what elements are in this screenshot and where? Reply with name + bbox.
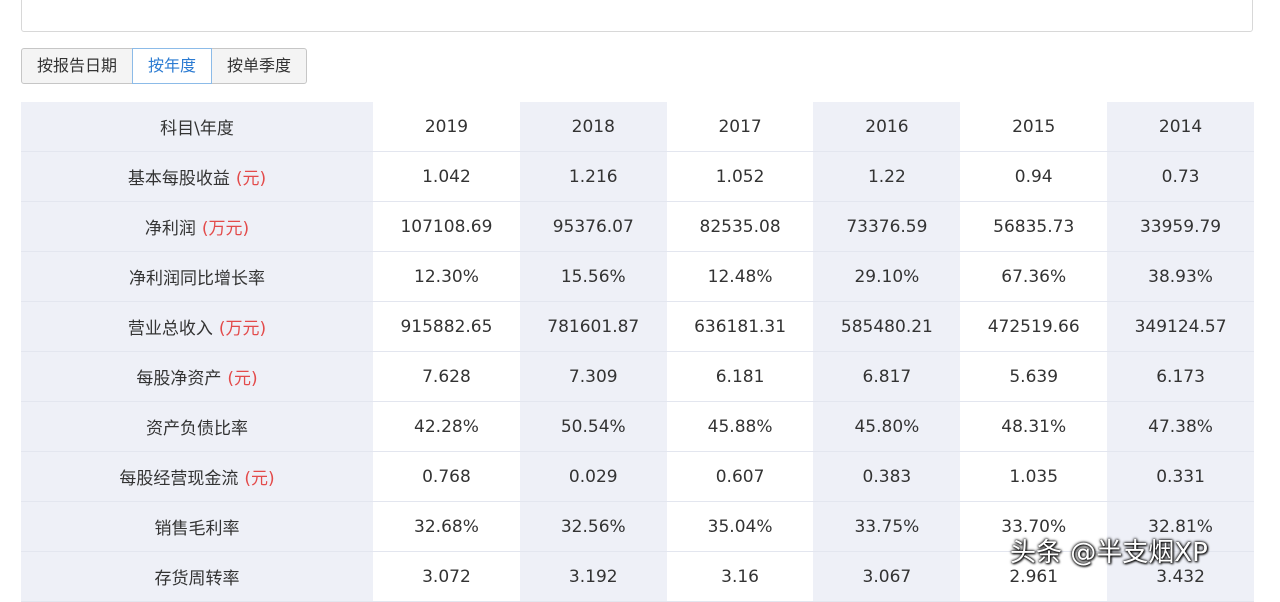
table-row: 营业总收入 (万元) 915882.65 781601.87 636181.31 5854… [21, 301, 1254, 352]
table-row: 净利润 (万元) 107108.69 95376.07 82535.08 73376.59… [21, 201, 1254, 252]
table-cell: 42.28% [373, 401, 520, 452]
table-cell: 349124.57 [1107, 301, 1254, 352]
table-cell: 585480.21 [813, 301, 961, 352]
table-cell: 3.192 [519, 551, 667, 602]
table-cell: 0.383 [813, 451, 961, 502]
row-label-cell: 每股经营现金流 (元) [21, 451, 374, 502]
table-cell: 32.68% [373, 501, 520, 552]
row-label-cell: 存货周转率 [21, 551, 374, 602]
table-cell: 915882.65 [373, 301, 520, 352]
table-cell: 1.052 [666, 151, 814, 202]
year-header: 2017 [666, 102, 814, 152]
row-label-cell: 销售毛利率 [21, 501, 374, 552]
table-row: 每股净资产 (元) 7.628 7.309 6.181 6.817 5.639 6.173 [21, 351, 1254, 402]
table-cell: 7.309 [519, 351, 667, 402]
row-label: 基本每股收益 [127, 169, 230, 189]
year-header: 2014 [1107, 102, 1254, 152]
table-header-row: 科目\年度 2019 2018 2017 2016 2015 2014 [21, 102, 1254, 152]
row-label: 每股经营现金流 [119, 469, 239, 489]
tab-by-report-date[interactable]: 按报告日期 [21, 48, 134, 84]
tab-by-year[interactable]: 按年度 [132, 48, 213, 84]
table-cell: 3.072 [373, 551, 520, 602]
period-tab-group: 按报告日期 按年度 按单季度 [21, 48, 308, 84]
row-unit: (万元) [218, 319, 267, 339]
year-header: 2015 [960, 102, 1108, 152]
row-unit: (元) [227, 369, 258, 389]
row-label-cell: 基本每股收益 (元) [21, 151, 374, 202]
row-label: 销售毛利率 [154, 519, 240, 539]
table-cell: 45.80% [813, 401, 961, 452]
year-header: 2019 [373, 102, 520, 152]
table-cell: 47.38% [1107, 401, 1254, 452]
table-cell: 0.768 [373, 451, 520, 502]
table-cell: 1.22 [813, 151, 961, 202]
table-cell: 1.035 [960, 451, 1108, 502]
table-row: 资产负债比率 42.28% 50.54% 45.88% 45.80% 48.31% 47.3… [21, 401, 1254, 452]
table-cell: 12.48% [666, 251, 814, 302]
table-cell: 45.88% [666, 401, 814, 452]
row-label: 存货周转率 [154, 569, 240, 589]
table-cell: 32.81% [1107, 501, 1254, 552]
row-label-cell: 资产负债比率 [21, 401, 374, 452]
table-cell: 0.94 [960, 151, 1108, 202]
table-cell: 636181.31 [666, 301, 814, 352]
table-cell: 15.56% [519, 251, 667, 302]
table-cell: 3.067 [813, 551, 961, 602]
row-label-cell: 营业总收入 (万元) [21, 301, 374, 352]
table-cell: 1.042 [373, 151, 520, 202]
year-header: 2016 [813, 102, 961, 152]
table-cell: 95376.07 [519, 201, 667, 252]
table-cell: 32.56% [519, 501, 667, 552]
row-unit: (元) [235, 169, 267, 189]
table-cell: 6.817 [813, 351, 961, 402]
table-cell: 33959.79 [1107, 201, 1254, 252]
table-row: 销售毛利率 32.68% 32.56% 35.04% 33.75% 33.70% 32.81… [21, 501, 1254, 552]
watermark: 头条 @半支烟XP [1010, 538, 1208, 568]
table-cell: 781601.87 [519, 301, 667, 352]
table-cell: 0.029 [519, 451, 667, 502]
table-cell: 0.331 [1107, 451, 1254, 502]
table-cell: 107108.69 [373, 201, 520, 252]
row-unit: (万元) [201, 219, 250, 239]
table-cell: 5.639 [960, 351, 1108, 402]
table-cell: 1.216 [519, 151, 667, 202]
table-cell: 82535.08 [666, 201, 814, 252]
row-label: 资产负债比率 [146, 419, 249, 439]
table-cell: 472519.66 [960, 301, 1108, 352]
table-cell: 33.70% [960, 501, 1108, 552]
table-cell: 38.93% [1107, 251, 1254, 302]
table-cell: 73376.59 [813, 201, 961, 252]
table-cell: 6.181 [666, 351, 814, 402]
tab-by-quarter[interactable]: 按单季度 [211, 48, 308, 84]
table-row: 每股经营现金流 (元) 0.768 0.029 0.607 0.383 1.035 0.331 [21, 451, 1254, 502]
table-cell: 50.54% [519, 401, 667, 452]
row-label: 每股净资产 [136, 369, 222, 389]
table-cell: 0.607 [666, 451, 814, 502]
row-unit: (元) [244, 469, 275, 489]
top-panel [21, 0, 1253, 32]
financial-indicators-table: 科目\年度 2019 2018 2017 2016 2015 2014 基本每股… [21, 102, 1254, 602]
table-cell: 0.73 [1107, 151, 1254, 202]
table-cell: 29.10% [813, 251, 961, 302]
table-cell: 56835.73 [960, 201, 1108, 252]
table-cell: 3.16 [666, 551, 814, 602]
table-cell: 12.30% [373, 251, 520, 302]
row-label-cell: 每股净资产 (元) [21, 351, 374, 402]
row-label: 净利润同比增长率 [129, 269, 266, 289]
row-label: 净利润 [144, 219, 196, 239]
table-row: 净利润同比增长率 12.30% 15.56% 12.48% 29.10% 67.36% 38… [21, 251, 1254, 302]
table-cell: 6.173 [1107, 351, 1254, 402]
year-header: 2018 [519, 102, 667, 152]
table-cell: 7.628 [373, 351, 520, 402]
table-cell: 33.75% [813, 501, 961, 552]
row-label: 营业总收入 [127, 319, 213, 339]
table-cell: 67.36% [960, 251, 1108, 302]
table-row: 基本每股收益 (元) 1.042 1.216 1.052 1.22 0.94 0.73 [21, 151, 1254, 202]
row-label-cell: 净利润 (万元) [21, 201, 374, 252]
header-label-cell: 科目\年度 [21, 102, 374, 152]
table-cell: 35.04% [666, 501, 814, 552]
table-cell: 48.31% [960, 401, 1108, 452]
row-label-cell: 净利润同比增长率 [21, 251, 374, 302]
